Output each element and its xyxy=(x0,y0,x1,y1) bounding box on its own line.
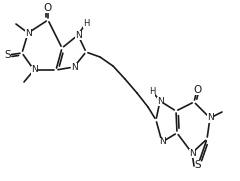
Text: N: N xyxy=(159,138,165,146)
Text: S: S xyxy=(5,50,11,60)
Text: N: N xyxy=(25,28,31,37)
Text: N: N xyxy=(157,96,163,106)
Text: S: S xyxy=(195,160,201,170)
Text: N: N xyxy=(189,148,195,157)
Text: N: N xyxy=(207,113,213,123)
Text: O: O xyxy=(193,85,201,95)
Text: H: H xyxy=(83,18,89,28)
Text: H: H xyxy=(149,87,155,96)
Text: O: O xyxy=(44,3,52,13)
Text: N: N xyxy=(75,31,81,39)
Text: N: N xyxy=(31,66,37,75)
Text: N: N xyxy=(71,62,77,71)
